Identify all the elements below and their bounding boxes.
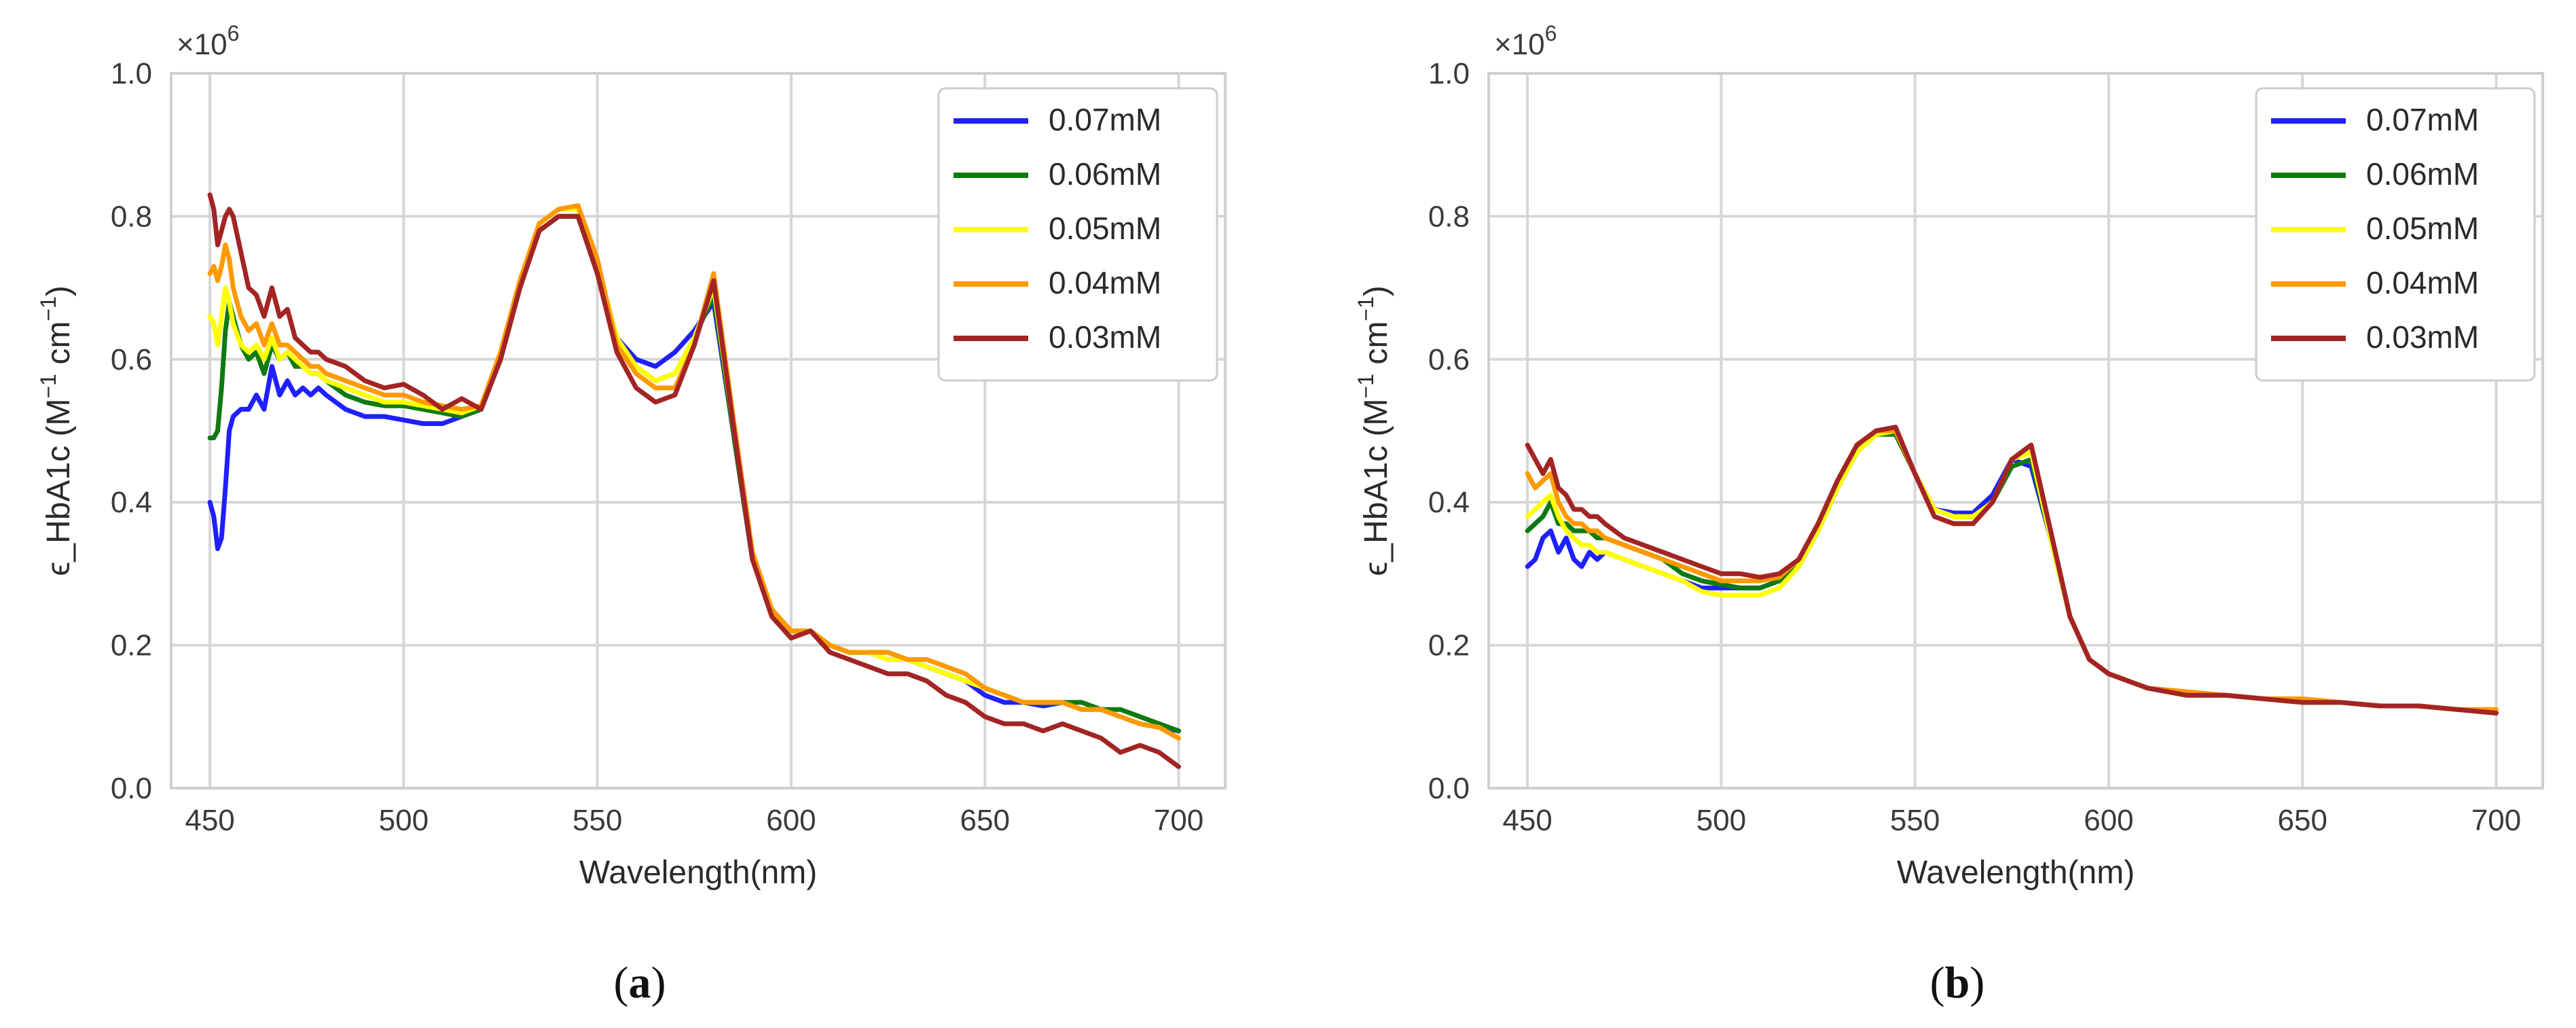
panel-b-y-tick-label: 0.0 xyxy=(1428,772,1470,805)
panel-a-y-tick-label: 1.0 xyxy=(111,57,152,90)
panel-b-x-axis-label: Wavelength(nm) xyxy=(1897,855,2135,891)
panel-b-x-tick-label: 650 xyxy=(2278,804,2327,837)
panel-b: 450 500 550 600 650 700 0.0 0.2 0.4 0.6 0.8 1.0 ×10… xyxy=(1354,21,2544,1008)
panel-b-caption: (b) xyxy=(1930,958,1985,1008)
panel-a-y-tick-label: 0.2 xyxy=(111,629,152,662)
panel-a-tick-labels: 450 500 550 600 650 700 0.0 0.2 0.4 0.6 0.8 1.0 xyxy=(111,57,1203,837)
panel-b-series-line-0.05mM xyxy=(1525,428,2499,715)
panel-b-legend: 0.07mM 0.06mM 0.05mM 0.04mM 0.03mM xyxy=(2255,87,2536,382)
panel-b-legend-label-0.06mM: 0.06mM xyxy=(2366,156,2479,192)
panel-a-series-line-0.03mM xyxy=(207,192,1181,769)
panel-a-legend-frame xyxy=(937,87,1218,382)
panel-a-y-tick-label: 0.6 xyxy=(111,343,152,376)
panel-a-plot-frame xyxy=(170,72,1227,790)
panel-a-x-axis-label: Wavelength(nm) xyxy=(579,855,817,891)
panel-b-plot-frame xyxy=(1487,72,2544,790)
panel-a-legend-label-0.04mM: 0.04mM xyxy=(1049,265,1161,300)
panel-a-legend-label-0.03mM: 0.03mM xyxy=(1049,319,1161,355)
panel-b-legend-label-0.05mM: 0.05mM xyxy=(2366,211,2479,246)
panel-b-x-tick-label: 600 xyxy=(2084,804,2133,837)
panel-a-series-line-0.04mM xyxy=(207,203,1181,741)
panel-b-legend-label-0.04mM: 0.04mM xyxy=(2366,265,2479,300)
panel-b-x-tick-label: 700 xyxy=(2471,804,2521,837)
panel-a-x-tick-label: 500 xyxy=(379,804,429,837)
panel-a-x-tick-label: 600 xyxy=(766,804,816,837)
panel-b-legend-label-0.07mM: 0.07mM xyxy=(2366,102,2479,137)
panel-b-y-tick-label: 0.6 xyxy=(1428,343,1470,376)
panel-b-y-axis-label: ϵ_HbA1c (M−1 cm−1) xyxy=(1354,285,1394,576)
panel-a-y-axis-label: ϵ_HbA1c (M−1 cm−1) xyxy=(36,285,77,576)
panel-a-x-tick-label: 550 xyxy=(573,804,622,837)
panel-a-y-tick-label: 0.4 xyxy=(111,486,152,519)
panel-b-y-tick-label: 0.2 xyxy=(1428,629,1470,662)
panel-b-legend-label-0.03mM: 0.03mM xyxy=(2366,319,2479,355)
panel-b-x-tick-label: 450 xyxy=(1502,804,1552,837)
panel-b-y-tick-label: 0.4 xyxy=(1428,486,1470,519)
panel-b-legend-frame xyxy=(2255,87,2536,382)
panel-a: 450 500 550 600 650 700 0.0 0.2 0.4 0.6 0.8 1.0 ×10… xyxy=(36,21,1227,1008)
panel-a-series-group xyxy=(207,192,1181,769)
panel-a-y-tick-label: 0.0 xyxy=(111,772,152,805)
panel-a-offset-label: ×106 xyxy=(177,21,239,61)
panel-b-series-line-0.06mM xyxy=(1525,431,2499,715)
panel-a-x-tick-label: 450 xyxy=(185,804,234,837)
panel-b-offset-label: ×106 xyxy=(1494,21,1557,61)
panel-b-tick-labels: 450 500 550 600 650 700 0.0 0.2 0.4 0.6 0.8 1.0 xyxy=(1428,57,2521,837)
panel-a-x-tick-label: 700 xyxy=(1154,804,1203,837)
panel-a-y-tick-label: 0.8 xyxy=(111,200,152,233)
panel-b-series-line-0.04mM xyxy=(1525,428,2499,712)
panel-b-x-tick-label: 550 xyxy=(1890,804,1940,837)
panel-a-legend: 0.07mM 0.06mM 0.05mM 0.04mM 0.03mM xyxy=(937,87,1218,382)
panel-a-caption: (a) xyxy=(614,958,666,1008)
panel-a-x-tick-label: 650 xyxy=(960,804,1010,837)
panel-b-y-tick-label: 0.8 xyxy=(1428,200,1470,233)
panel-b-series-group xyxy=(1525,425,2499,715)
panel-b-y-tick-label: 1.0 xyxy=(1428,57,1470,90)
panel-b-series-line-0.07mM xyxy=(1525,428,2499,715)
panel-a-legend-label-0.05mM: 0.05mM xyxy=(1049,211,1161,246)
panel-b-series-line-0.03mM xyxy=(1525,425,2499,715)
panel-b-x-tick-label: 500 xyxy=(1697,804,1746,837)
panel-a-legend-label-0.06mM: 0.06mM xyxy=(1049,156,1161,192)
panel-a-legend-label-0.07mM: 0.07mM xyxy=(1049,102,1161,137)
